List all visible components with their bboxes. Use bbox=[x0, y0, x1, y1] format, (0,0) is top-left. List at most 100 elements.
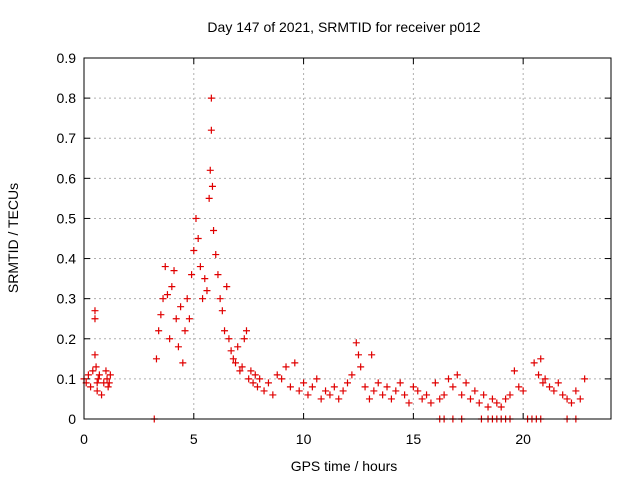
data-point bbox=[103, 375, 111, 383]
data-point bbox=[273, 371, 281, 379]
data-point bbox=[563, 395, 571, 403]
y-tick-label: 0.5 bbox=[57, 210, 77, 226]
data-point bbox=[335, 395, 343, 403]
data-point bbox=[94, 375, 102, 383]
data-point bbox=[317, 395, 325, 403]
y-tick-label: 0.1 bbox=[57, 371, 77, 387]
data-point bbox=[203, 287, 211, 295]
data-point bbox=[352, 339, 360, 347]
data-point bbox=[163, 291, 171, 299]
data-point bbox=[409, 383, 417, 391]
data-point bbox=[216, 295, 224, 303]
data-point bbox=[168, 283, 176, 291]
data-point bbox=[423, 391, 431, 399]
data-point bbox=[354, 351, 362, 359]
data-point bbox=[93, 387, 101, 395]
data-point bbox=[196, 263, 204, 271]
data-point bbox=[181, 327, 189, 335]
data-point bbox=[554, 379, 562, 387]
data-point bbox=[93, 379, 101, 387]
data-point bbox=[326, 391, 334, 399]
data-point bbox=[92, 363, 100, 371]
data-point bbox=[260, 387, 268, 395]
y-tick-label: 0.7 bbox=[57, 130, 77, 146]
data-point bbox=[449, 383, 457, 391]
data-point bbox=[208, 182, 216, 190]
plot-frame bbox=[83, 57, 612, 420]
data-point bbox=[436, 395, 444, 403]
data-point bbox=[471, 387, 479, 395]
data-point bbox=[286, 383, 294, 391]
data-point bbox=[106, 371, 114, 379]
data-point bbox=[212, 251, 220, 259]
data-point bbox=[87, 383, 95, 391]
data-point bbox=[157, 311, 165, 319]
data-point bbox=[218, 307, 226, 315]
data-point bbox=[170, 267, 178, 275]
data-point bbox=[214, 271, 222, 279]
y-tick-labels: 0 0.1 0.2 0.3 0.4 0.5 0.6 0.7 0.8 0.9 bbox=[57, 50, 77, 427]
data-point bbox=[300, 379, 308, 387]
data-point bbox=[502, 395, 510, 403]
data-point bbox=[232, 359, 240, 367]
data-point bbox=[361, 383, 369, 391]
data-point bbox=[304, 391, 312, 399]
data-point bbox=[98, 391, 106, 399]
y-tick-label: 0.4 bbox=[57, 251, 77, 267]
data-point bbox=[510, 367, 518, 375]
data-point bbox=[572, 387, 580, 395]
data-point bbox=[445, 375, 453, 383]
data-point bbox=[440, 391, 448, 399]
data-point bbox=[188, 271, 196, 279]
data-point bbox=[370, 387, 378, 395]
data-point bbox=[229, 355, 237, 363]
data-point bbox=[497, 403, 505, 411]
data-point bbox=[249, 379, 257, 387]
x-tick-label: 0 bbox=[80, 431, 88, 447]
data-point bbox=[223, 283, 231, 291]
data-point bbox=[91, 315, 99, 323]
data-point bbox=[418, 395, 426, 403]
data-point bbox=[194, 235, 202, 242]
data-point bbox=[401, 391, 409, 399]
data-point bbox=[105, 379, 113, 387]
data-point bbox=[282, 363, 290, 371]
data-point bbox=[264, 379, 272, 387]
data-point bbox=[383, 383, 391, 391]
data-point bbox=[379, 391, 387, 399]
data-point bbox=[431, 379, 439, 387]
data-point bbox=[177, 303, 185, 311]
grid bbox=[84, 58, 611, 419]
x-tick-label: 20 bbox=[515, 431, 531, 447]
data-point bbox=[205, 194, 213, 202]
data-point bbox=[172, 315, 180, 323]
data-point bbox=[541, 375, 549, 383]
y-tick-label: 0.9 bbox=[57, 50, 77, 66]
data-point bbox=[91, 307, 99, 315]
data-point bbox=[247, 367, 255, 375]
data-point bbox=[242, 327, 250, 335]
data-point bbox=[166, 335, 174, 343]
data-point bbox=[179, 359, 187, 367]
data-point bbox=[251, 371, 259, 379]
data-point bbox=[183, 295, 191, 303]
x-tick-labels: 0 5 10 15 20 bbox=[80, 431, 531, 447]
data-point bbox=[539, 379, 547, 387]
data-point bbox=[484, 403, 492, 411]
data-point bbox=[84, 371, 92, 379]
data-point bbox=[253, 383, 261, 391]
data-point bbox=[475, 399, 483, 407]
data-point bbox=[89, 367, 97, 375]
data-point bbox=[348, 371, 356, 379]
data-point bbox=[344, 379, 351, 387]
data-point bbox=[339, 387, 347, 395]
data-point bbox=[308, 383, 316, 391]
data-point bbox=[427, 399, 435, 407]
y-tick-label: 0.6 bbox=[57, 170, 77, 186]
data-point bbox=[530, 359, 538, 367]
x-axis-label: GPS time / hours bbox=[291, 458, 398, 474]
data-point bbox=[414, 387, 422, 395]
data-point bbox=[365, 395, 373, 403]
data-point bbox=[493, 399, 501, 407]
